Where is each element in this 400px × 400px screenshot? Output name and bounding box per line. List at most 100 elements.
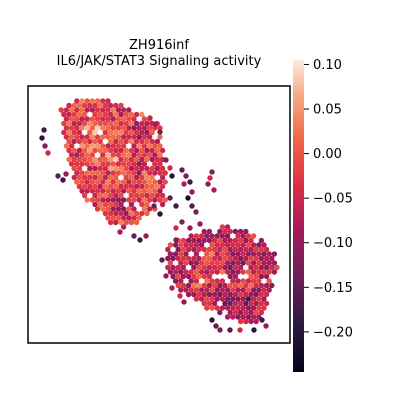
spot [258,264,265,271]
spot [107,129,114,136]
colorbar-tick-label: 0.10 [313,58,342,73]
spot [139,147,145,154]
spot [76,156,83,163]
spot [230,287,236,293]
spot [63,171,69,177]
spot [139,165,145,172]
spot [196,282,202,289]
spot [79,143,85,149]
spot [107,102,114,109]
spot [123,147,129,154]
spot [188,287,194,293]
spot [206,264,213,271]
spot [206,237,213,244]
chart-title: ZH916inf [129,38,189,53]
spot [63,125,70,131]
spot [198,260,205,266]
spot [118,192,124,199]
spot [141,206,148,212]
spot [144,129,150,136]
spot [230,242,236,248]
spot [263,273,270,280]
spot [240,314,246,320]
spot [219,269,226,275]
spot [66,138,72,145]
spot [269,282,275,289]
spot [204,269,210,275]
spot [152,188,158,194]
spot [136,161,142,167]
spot [79,98,85,104]
spot [204,233,210,239]
spot [243,228,249,235]
spot [191,273,197,280]
spot [206,255,213,262]
spot [105,125,111,131]
spot [126,197,132,203]
spot [136,215,142,221]
spot [84,143,90,149]
spot [89,170,96,176]
spot [253,273,259,280]
spot [107,147,114,154]
spot [157,134,163,140]
spot [188,278,194,284]
spot [237,291,244,298]
spot [219,251,226,257]
spot [179,167,185,173]
spot [97,183,103,190]
spot [180,237,187,244]
spot [188,260,194,266]
spot [167,251,174,257]
spot [113,102,119,109]
spot [157,125,163,131]
spot [115,152,122,158]
spot [206,273,213,280]
spot [217,237,223,244]
spot [258,273,265,280]
spot [126,134,132,140]
spot [159,174,166,181]
spot [147,115,153,121]
spot [198,296,205,302]
spot [81,183,88,190]
spot [172,251,179,257]
spot [206,282,213,289]
spot [110,206,116,212]
spot [120,224,127,230]
spot [107,201,114,208]
spot [235,305,241,311]
spot [248,318,254,325]
spot [175,246,181,253]
spot [217,291,223,298]
spot [79,170,85,176]
spot [237,300,244,307]
spot [84,107,90,113]
spot [201,255,207,262]
spot [250,242,257,248]
spot [128,192,135,199]
spot [102,156,109,163]
spot [118,120,124,127]
spot [128,111,135,118]
spot [113,174,119,181]
spot [173,225,179,231]
spot [131,116,137,122]
spot [97,165,103,172]
spot [159,147,166,154]
spot [128,174,135,181]
spot [232,291,239,298]
spot [71,102,77,109]
spot [74,125,80,131]
spot [237,318,244,325]
spot [120,197,127,203]
spot [209,233,215,239]
spot [79,125,85,131]
spot [131,161,137,167]
spot [79,116,85,122]
spot [209,260,215,266]
spot [245,269,252,275]
spot [115,206,122,212]
spot [183,242,189,248]
